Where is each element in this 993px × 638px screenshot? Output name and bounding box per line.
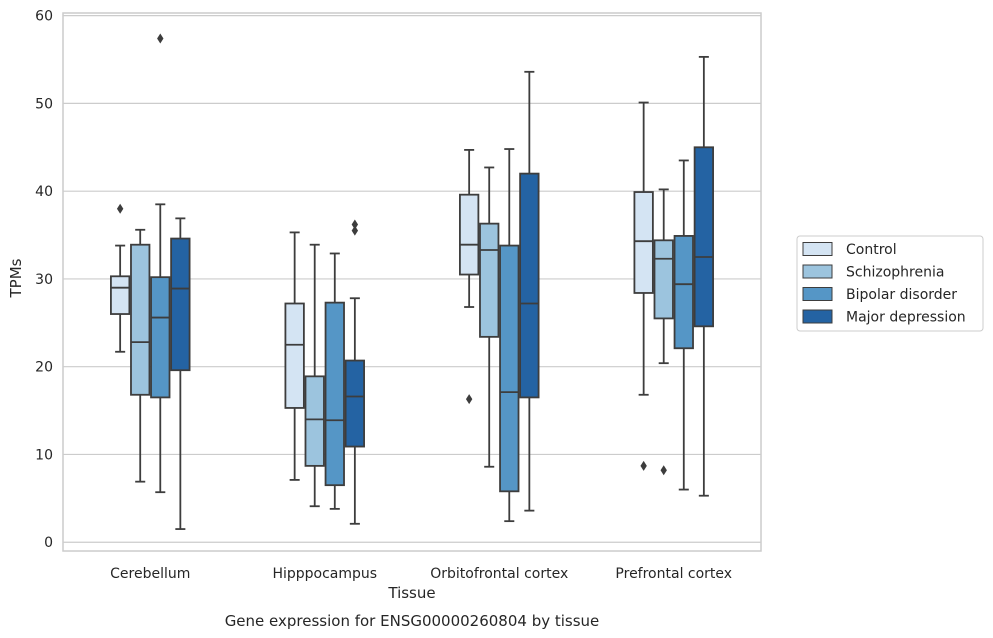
box-rect: [459, 193, 480, 276]
box: [284, 231, 305, 481]
box: [633, 101, 654, 471]
chart-caption: Gene expression for ENSG00000260804 by t…: [225, 612, 600, 630]
x-axis: Cerebellum Hipppocampus Orbitofrontal cort…: [110, 566, 732, 582]
legend: Control Schizophrenia Bipolar disorder Majo…: [796, 235, 984, 332]
box: [170, 217, 191, 530]
box-rect: [344, 359, 365, 448]
box: [110, 203, 131, 353]
legend-swatch: [802, 309, 833, 324]
box-rect: [284, 302, 305, 409]
box-rect: [130, 243, 151, 396]
box-rect: [479, 222, 500, 338]
y-tick-label: 30: [35, 272, 53, 288]
box-rect: [673, 235, 694, 350]
series-group: [150, 33, 694, 523]
y-tick-label: 0: [44, 535, 53, 551]
legend-label: Major depression: [846, 310, 966, 326]
series-group: [130, 166, 674, 508]
x-tick-label: Prefrontal cortex: [615, 566, 732, 582]
outlier-point: [351, 219, 359, 230]
box: [344, 219, 365, 525]
y-tick-label: 40: [35, 184, 53, 200]
x-tick-label: Hipppocampus: [272, 566, 377, 582]
y-axis: 0 10 20 30 40 50 60: [35, 9, 53, 552]
outlier-point: [640, 460, 647, 471]
box: [693, 55, 714, 497]
box: [324, 252, 345, 510]
box-rect: [519, 172, 540, 399]
legend-label: Bipolar disorder: [846, 287, 957, 303]
outlier-point: [660, 465, 667, 476]
series-group: [170, 55, 714, 530]
box-rect: [150, 276, 171, 399]
box: [130, 228, 151, 483]
plot-area: [62, 12, 762, 552]
box: [479, 166, 500, 468]
x-tick-label: Orbitofrontal cortex: [430, 566, 568, 582]
series-group: [110, 101, 654, 481]
box: [653, 188, 674, 476]
legend-swatch: [802, 264, 833, 279]
x-axis-label: Tissue: [387, 584, 435, 602]
box: [459, 149, 480, 405]
legend-swatch: [802, 287, 833, 301]
legend-swatch: [802, 242, 833, 256]
box-rect: [499, 244, 520, 493]
outlier-point: [116, 203, 124, 214]
y-tick-label: 20: [35, 360, 53, 376]
box-rect: [653, 239, 674, 320]
box-rect: [170, 237, 191, 372]
outlier-point: [157, 33, 164, 44]
legend-label: Schizophrenia: [846, 265, 944, 281]
box-rect: [110, 275, 131, 315]
box-rect: [304, 375, 325, 467]
box-series: [110, 33, 714, 530]
y-tick-label: 10: [35, 447, 53, 463]
box: [150, 33, 171, 494]
legend-frame: [796, 235, 984, 332]
box: [519, 70, 540, 512]
y-tick-label: 50: [35, 96, 53, 112]
outlier-point: [351, 225, 359, 236]
box-rect: [693, 146, 714, 328]
box-rect: [633, 191, 654, 294]
y-axis-label: TPMs: [7, 258, 25, 298]
x-tick-label: Cerebellum: [110, 566, 190, 582]
y-tick-label: 60: [35, 9, 53, 25]
legend-label: Control: [846, 242, 897, 258]
outlier-point: [465, 394, 473, 405]
box: [673, 159, 694, 491]
box: [499, 148, 520, 523]
box: [304, 243, 325, 508]
box-rect: [324, 301, 345, 487]
